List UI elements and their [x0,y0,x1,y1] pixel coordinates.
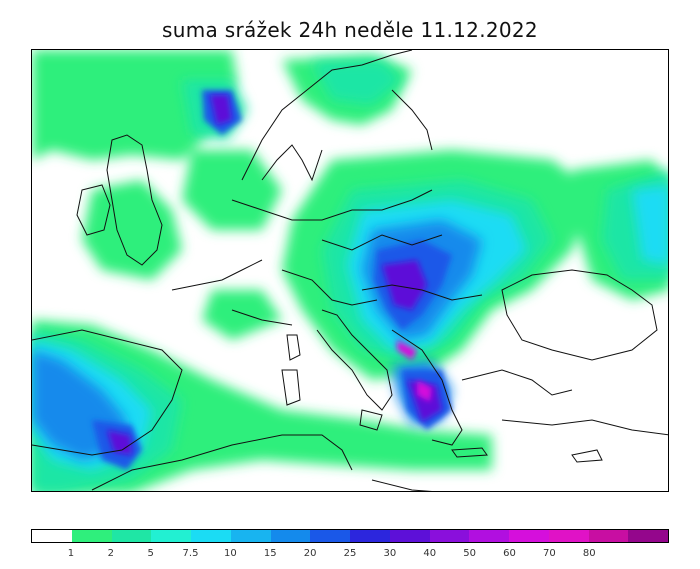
precipitation-map [31,49,669,492]
legend-label: 20 [303,548,317,559]
legend-swatch [230,530,271,542]
map-title: suma srážek 24h neděle 11.12.2022 [162,18,538,42]
legend-label: 2 [107,548,114,559]
legend-label: 10 [224,548,237,559]
legend-swatch [429,530,470,542]
coastlines [32,50,668,491]
legend-label: 60 [503,548,516,559]
legend-label: 1 [67,548,75,559]
legend-swatch [111,530,152,542]
legend-swatch [71,530,112,542]
legend-label: 80 [582,548,596,559]
legend-swatch [270,530,311,542]
color-scale-labels: 1 2 5 7.5 10 15 20 25 30 40 50 60 70 80 [31,548,669,562]
legend-swatch [509,530,549,542]
legend-swatch [350,530,390,542]
precipitation-field [32,50,668,491]
legend-label: 25 [343,548,357,559]
legend-swatch [588,530,629,542]
legend-swatch [191,530,231,542]
legend-swatch [628,530,668,542]
legend-swatch [32,530,72,542]
legend-swatch [548,530,589,542]
legend-label: 15 [263,548,277,559]
legend-label: 40 [423,548,437,559]
color-scale-bar [31,529,669,543]
legend-swatch [389,530,430,542]
legend-swatch [469,530,509,542]
legend-swatch [151,530,191,542]
legend-label: 50 [463,548,476,559]
legend-label: 70 [543,548,556,559]
legend-swatch [310,530,350,542]
legend-label: 7.5 [182,548,199,559]
legend-label: 5 [147,548,154,559]
legend-label: 30 [383,548,397,559]
